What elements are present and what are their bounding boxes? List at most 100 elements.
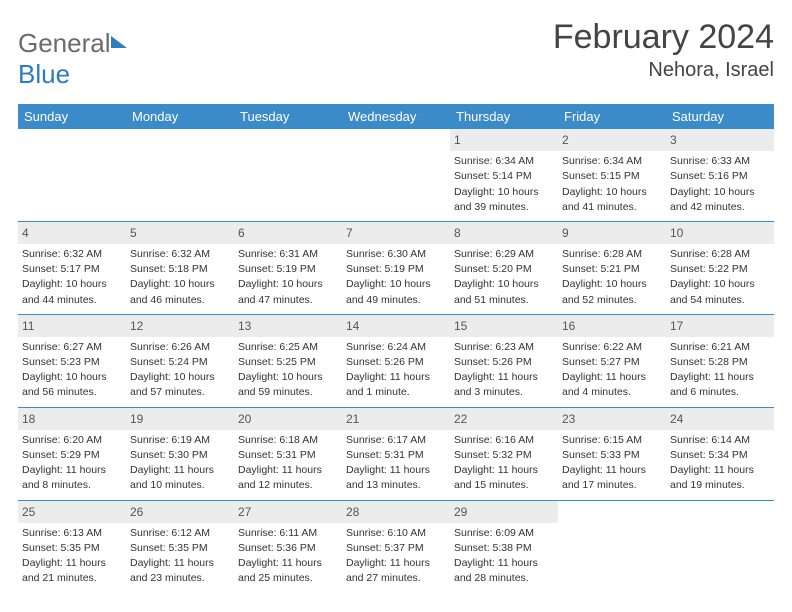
sunrise-text: Sunrise: 6:30 AM bbox=[346, 247, 446, 261]
day2-text: and 4 minutes. bbox=[562, 385, 662, 399]
brand-part1: General bbox=[18, 28, 111, 58]
sunrise-text: Sunrise: 6:18 AM bbox=[238, 433, 338, 447]
day-cell: 27Sunrise: 6:11 AMSunset: 5:36 PMDayligh… bbox=[234, 501, 342, 593]
sunrise-text: Sunrise: 6:25 AM bbox=[238, 340, 338, 354]
month-title: February 2024 bbox=[553, 18, 774, 57]
day2-text: and 42 minutes. bbox=[670, 200, 770, 214]
sunset-text: Sunset: 5:37 PM bbox=[346, 541, 446, 555]
sunset-text: Sunset: 5:26 PM bbox=[346, 355, 446, 369]
day2-text: and 10 minutes. bbox=[130, 478, 230, 492]
day-cell: 18Sunrise: 6:20 AMSunset: 5:29 PMDayligh… bbox=[18, 408, 126, 500]
day1-text: Daylight: 10 hours bbox=[346, 277, 446, 291]
sunrise-text: Sunrise: 6:22 AM bbox=[562, 340, 662, 354]
day-cell: 11Sunrise: 6:27 AMSunset: 5:23 PMDayligh… bbox=[18, 315, 126, 407]
day-cell: 24Sunrise: 6:14 AMSunset: 5:34 PMDayligh… bbox=[666, 408, 774, 500]
sunrise-text: Sunrise: 6:14 AM bbox=[670, 433, 770, 447]
day-cell: 29Sunrise: 6:09 AMSunset: 5:38 PMDayligh… bbox=[450, 501, 558, 593]
week-row: 11Sunrise: 6:27 AMSunset: 5:23 PMDayligh… bbox=[18, 315, 774, 408]
sunrise-text: Sunrise: 6:28 AM bbox=[562, 247, 662, 261]
weekday-header-row: SundayMondayTuesdayWednesdayThursdayFrid… bbox=[18, 104, 774, 129]
day-number: 16 bbox=[558, 315, 666, 337]
day-number: 28 bbox=[342, 501, 450, 523]
day-cell: 25Sunrise: 6:13 AMSunset: 5:35 PMDayligh… bbox=[18, 501, 126, 593]
day2-text: and 21 minutes. bbox=[22, 571, 122, 585]
sunset-text: Sunset: 5:22 PM bbox=[670, 262, 770, 276]
day1-text: Daylight: 11 hours bbox=[22, 463, 122, 477]
day-cell: 1Sunrise: 6:34 AMSunset: 5:14 PMDaylight… bbox=[450, 129, 558, 221]
sunrise-text: Sunrise: 6:34 AM bbox=[562, 154, 662, 168]
day-cell: 4Sunrise: 6:32 AMSunset: 5:17 PMDaylight… bbox=[18, 222, 126, 314]
day-cell: 3Sunrise: 6:33 AMSunset: 5:16 PMDaylight… bbox=[666, 129, 774, 221]
sunrise-text: Sunrise: 6:32 AM bbox=[130, 247, 230, 261]
day-cell: 20Sunrise: 6:18 AMSunset: 5:31 PMDayligh… bbox=[234, 408, 342, 500]
weekday-header: Thursday bbox=[450, 104, 558, 129]
weekday-header: Friday bbox=[558, 104, 666, 129]
sunrise-text: Sunrise: 6:32 AM bbox=[22, 247, 122, 261]
day2-text: and 39 minutes. bbox=[454, 200, 554, 214]
title-block: February 2024 Nehora, Israel bbox=[553, 18, 774, 82]
day-number: 25 bbox=[18, 501, 126, 523]
sunset-text: Sunset: 5:20 PM bbox=[454, 262, 554, 276]
sunrise-text: Sunrise: 6:27 AM bbox=[22, 340, 122, 354]
day2-text: and 8 minutes. bbox=[22, 478, 122, 492]
sunrise-text: Sunrise: 6:12 AM bbox=[130, 526, 230, 540]
sunrise-text: Sunrise: 6:19 AM bbox=[130, 433, 230, 447]
calendar: SundayMondayTuesdayWednesdayThursdayFrid… bbox=[18, 104, 774, 592]
sunrise-text: Sunrise: 6:33 AM bbox=[670, 154, 770, 168]
day2-text: and 19 minutes. bbox=[670, 478, 770, 492]
day2-text: and 23 minutes. bbox=[130, 571, 230, 585]
day1-text: Daylight: 11 hours bbox=[454, 370, 554, 384]
sunrise-text: Sunrise: 6:17 AM bbox=[346, 433, 446, 447]
day-number: 20 bbox=[234, 408, 342, 430]
sunrise-text: Sunrise: 6:29 AM bbox=[454, 247, 554, 261]
day-number: 14 bbox=[342, 315, 450, 337]
week-row: 18Sunrise: 6:20 AMSunset: 5:29 PMDayligh… bbox=[18, 408, 774, 501]
day-number: 8 bbox=[450, 222, 558, 244]
sunset-text: Sunset: 5:16 PM bbox=[670, 169, 770, 183]
day-cell: 7Sunrise: 6:30 AMSunset: 5:19 PMDaylight… bbox=[342, 222, 450, 314]
day1-text: Daylight: 10 hours bbox=[454, 277, 554, 291]
sunrise-text: Sunrise: 6:34 AM bbox=[454, 154, 554, 168]
sunrise-text: Sunrise: 6:15 AM bbox=[562, 433, 662, 447]
day2-text: and 59 minutes. bbox=[238, 385, 338, 399]
day-number: 22 bbox=[450, 408, 558, 430]
weekday-header: Monday bbox=[126, 104, 234, 129]
sunrise-text: Sunrise: 6:26 AM bbox=[130, 340, 230, 354]
day1-text: Daylight: 11 hours bbox=[130, 556, 230, 570]
sunrise-text: Sunrise: 6:23 AM bbox=[454, 340, 554, 354]
day-cell: . bbox=[342, 129, 450, 221]
sunset-text: Sunset: 5:32 PM bbox=[454, 448, 554, 462]
day1-text: Daylight: 10 hours bbox=[130, 370, 230, 384]
day2-text: and 6 minutes. bbox=[670, 385, 770, 399]
week-row: 4Sunrise: 6:32 AMSunset: 5:17 PMDaylight… bbox=[18, 222, 774, 315]
sunset-text: Sunset: 5:14 PM bbox=[454, 169, 554, 183]
day-number: 7 bbox=[342, 222, 450, 244]
sunset-text: Sunset: 5:25 PM bbox=[238, 355, 338, 369]
day-number: 5 bbox=[126, 222, 234, 244]
day-number: 26 bbox=[126, 501, 234, 523]
sunrise-text: Sunrise: 6:21 AM bbox=[670, 340, 770, 354]
sunset-text: Sunset: 5:21 PM bbox=[562, 262, 662, 276]
day1-text: Daylight: 10 hours bbox=[130, 277, 230, 291]
day1-text: Daylight: 10 hours bbox=[22, 277, 122, 291]
day1-text: Daylight: 11 hours bbox=[238, 556, 338, 570]
day2-text: and 51 minutes. bbox=[454, 293, 554, 307]
brand-part2: Blue bbox=[18, 59, 70, 89]
day-number: 3 bbox=[666, 129, 774, 151]
sunrise-text: Sunrise: 6:13 AM bbox=[22, 526, 122, 540]
day1-text: Daylight: 11 hours bbox=[670, 370, 770, 384]
day2-text: and 25 minutes. bbox=[238, 571, 338, 585]
day-cell: 26Sunrise: 6:12 AMSunset: 5:35 PMDayligh… bbox=[126, 501, 234, 593]
day-number: 9 bbox=[558, 222, 666, 244]
day2-text: and 41 minutes. bbox=[562, 200, 662, 214]
day-cell: 14Sunrise: 6:24 AMSunset: 5:26 PMDayligh… bbox=[342, 315, 450, 407]
brand-text: General Blue bbox=[18, 28, 127, 90]
day1-text: Daylight: 11 hours bbox=[454, 556, 554, 570]
sunset-text: Sunset: 5:31 PM bbox=[346, 448, 446, 462]
day-number: 23 bbox=[558, 408, 666, 430]
day1-text: Daylight: 11 hours bbox=[22, 556, 122, 570]
day1-text: Daylight: 10 hours bbox=[670, 277, 770, 291]
sunrise-text: Sunrise: 6:09 AM bbox=[454, 526, 554, 540]
day2-text: and 17 minutes. bbox=[562, 478, 662, 492]
day-cell: . bbox=[18, 129, 126, 221]
